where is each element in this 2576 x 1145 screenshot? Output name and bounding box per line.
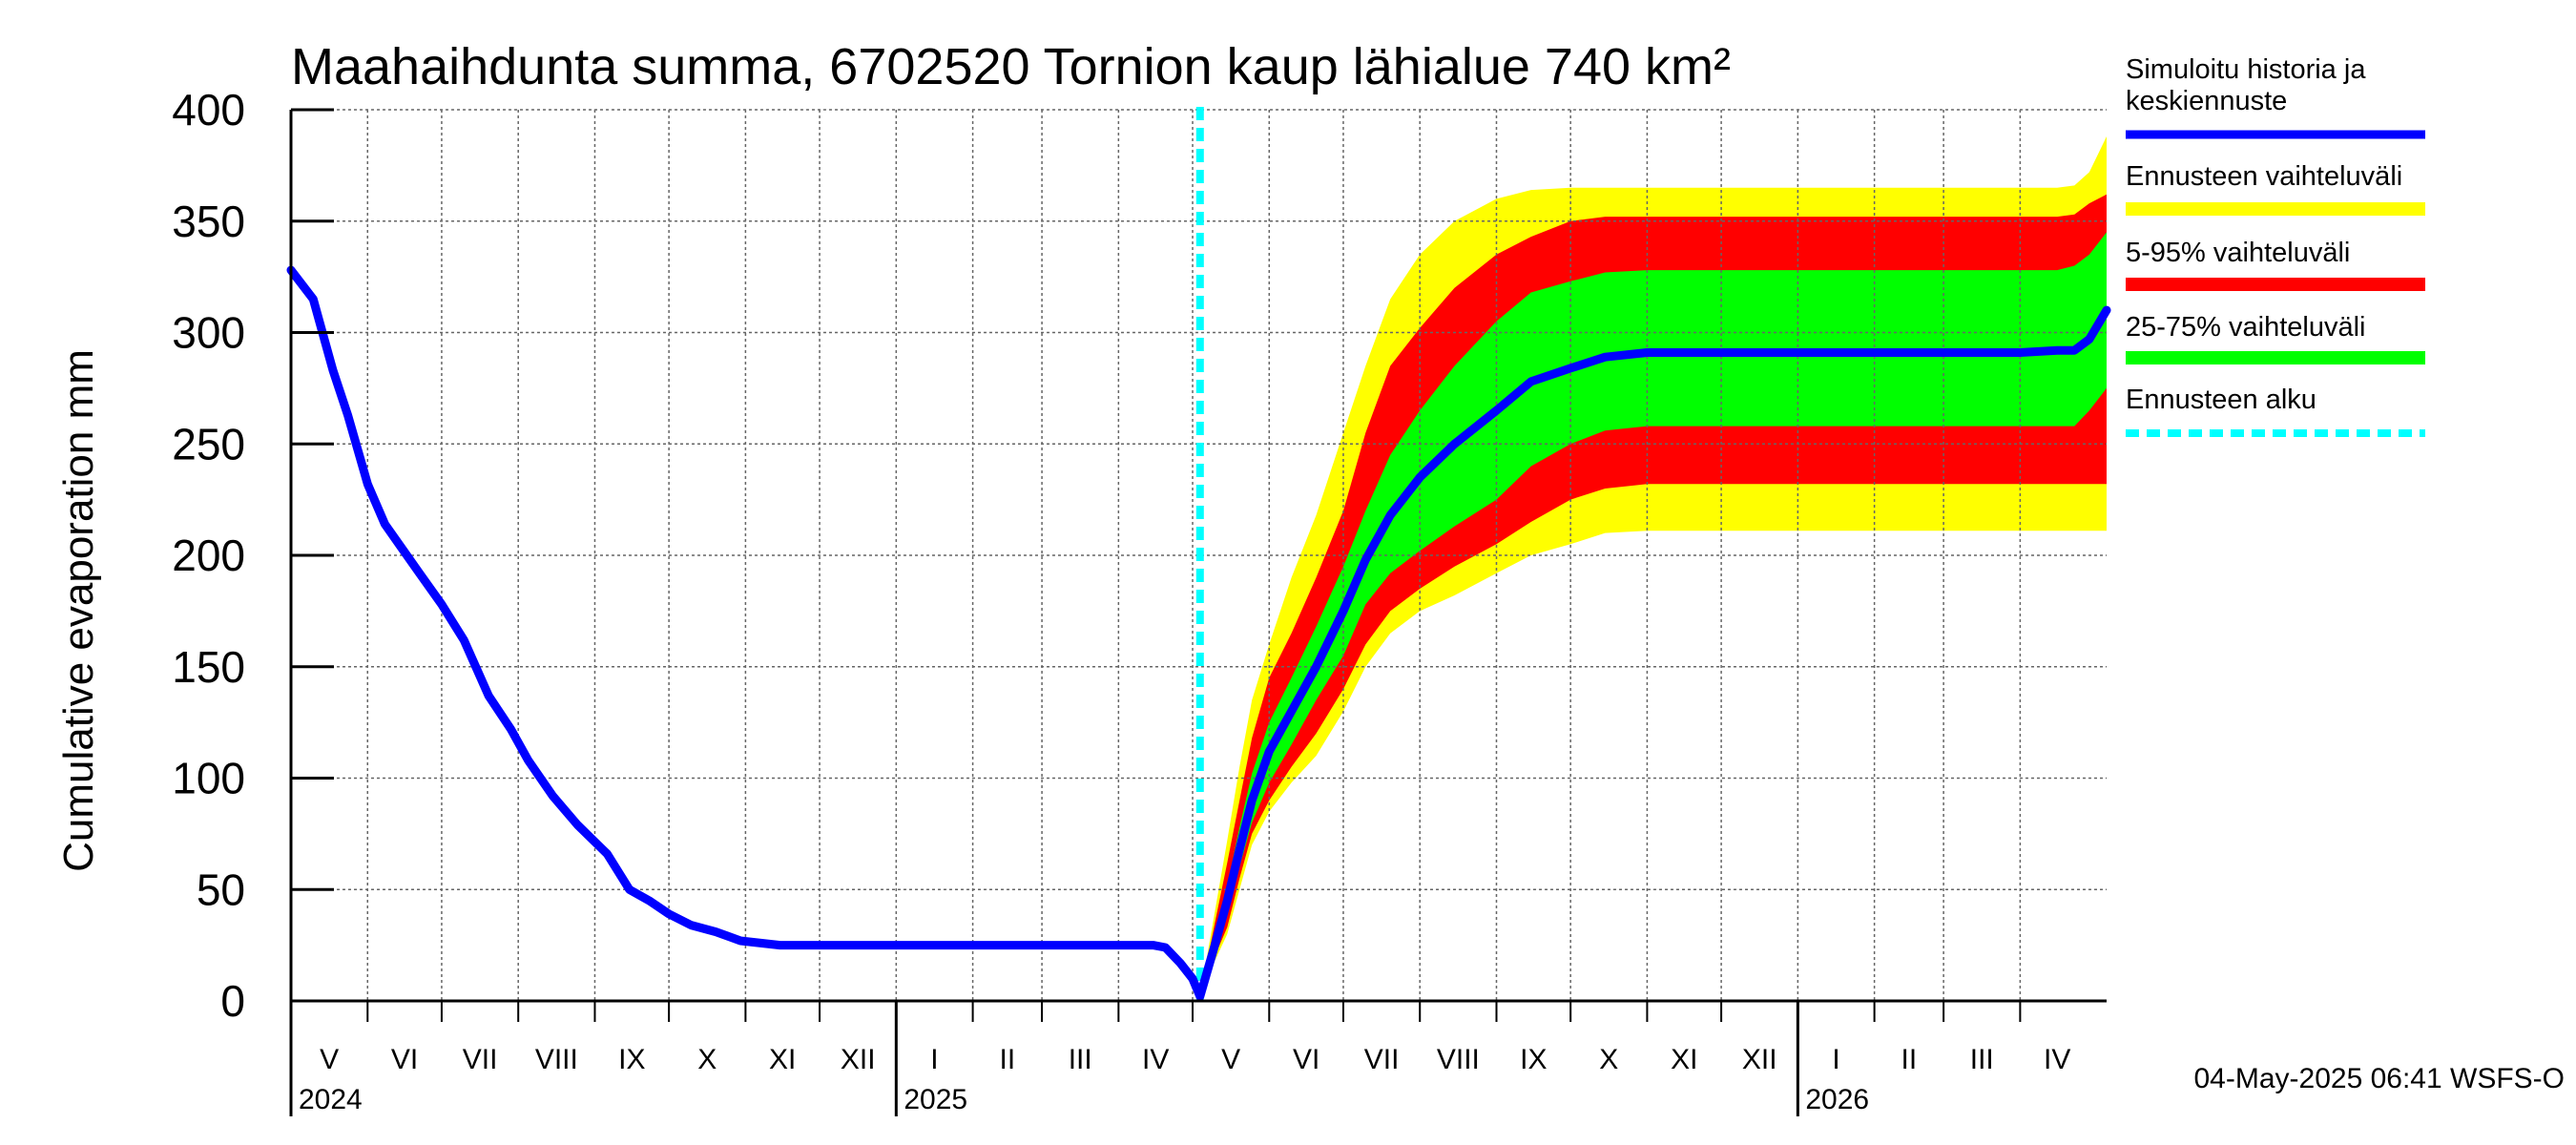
y-tick-label: 200	[172, 531, 245, 580]
month-label: II	[1901, 1044, 1918, 1075]
y-tick-label: 300	[172, 308, 245, 358]
month-label: XII	[841, 1044, 876, 1075]
legend-label: Simuloitu historia ja	[2126, 54, 2366, 85]
y-tick-label: 150	[172, 642, 245, 692]
month-label: XI	[769, 1044, 796, 1075]
year-label: 2025	[904, 1084, 967, 1115]
year-labels: 2024 2025 2026	[299, 1084, 1869, 1115]
month-label: VIII	[1437, 1044, 1480, 1075]
y-tick-label: 100	[172, 754, 245, 803]
y-tick-labels: 0 50 100 150 200 250 300 350 400	[172, 85, 245, 1026]
month-label: IV	[1142, 1044, 1169, 1075]
month-label: VII	[1364, 1044, 1400, 1075]
month-label: VIII	[535, 1044, 578, 1075]
month-label: III	[1970, 1044, 1994, 1075]
legend-label: 25-75% vaihteluväli	[2126, 312, 2365, 343]
y-tick-label: 0	[220, 976, 245, 1026]
month-label: IX	[618, 1044, 645, 1075]
month-label: IV	[2044, 1044, 2070, 1075]
band-25-75	[1199, 232, 2107, 997]
month-label: VII	[463, 1044, 498, 1075]
grid-lines	[291, 109, 2107, 1001]
axes	[289, 108, 2107, 1116]
year-label: 2026	[1805, 1084, 1869, 1115]
month-label: III	[1069, 1044, 1092, 1075]
chart-title: Maahaihdunta summa, 6702520 Tornion kaup…	[291, 38, 1731, 95]
y-tick-label: 250	[172, 419, 245, 468]
month-label: VI	[391, 1044, 418, 1075]
month-label: I	[1832, 1044, 1839, 1075]
legend-label: Ennusteen vaihteluväli	[2126, 161, 2402, 192]
legend-label: keskiennuste	[2126, 86, 2287, 116]
y-tick-label: 400	[172, 85, 245, 135]
series-line-simulated	[286, 265, 2111, 1001]
month-labels: V VI VII VIII IX X XI XII I II III IV V VI VII VIII IX X X…	[320, 1044, 2070, 1075]
month-label: VI	[1293, 1044, 1319, 1075]
month-label: X	[697, 1044, 717, 1075]
month-label: XII	[1742, 1044, 1777, 1075]
year-label: 2024	[299, 1084, 363, 1115]
month-label: IX	[1520, 1044, 1547, 1075]
y-tick-label: 350	[172, 197, 245, 246]
month-label: X	[1599, 1044, 1618, 1075]
month-label: II	[1000, 1044, 1016, 1075]
month-label: I	[930, 1044, 938, 1075]
month-label: V	[1221, 1044, 1240, 1075]
legend-label: Ennusteen alku	[2126, 385, 2316, 415]
month-label: V	[320, 1044, 339, 1075]
y-tick-label: 50	[197, 864, 245, 914]
legend-label: 5-95% vaihteluväli	[2126, 238, 2350, 268]
y-axis-label: Cumulative evaporation mm	[55, 349, 102, 872]
month-label: XI	[1671, 1044, 1697, 1075]
timestamp: 04-May-2025 06:41 WSFS-O	[2194, 1063, 2566, 1094]
